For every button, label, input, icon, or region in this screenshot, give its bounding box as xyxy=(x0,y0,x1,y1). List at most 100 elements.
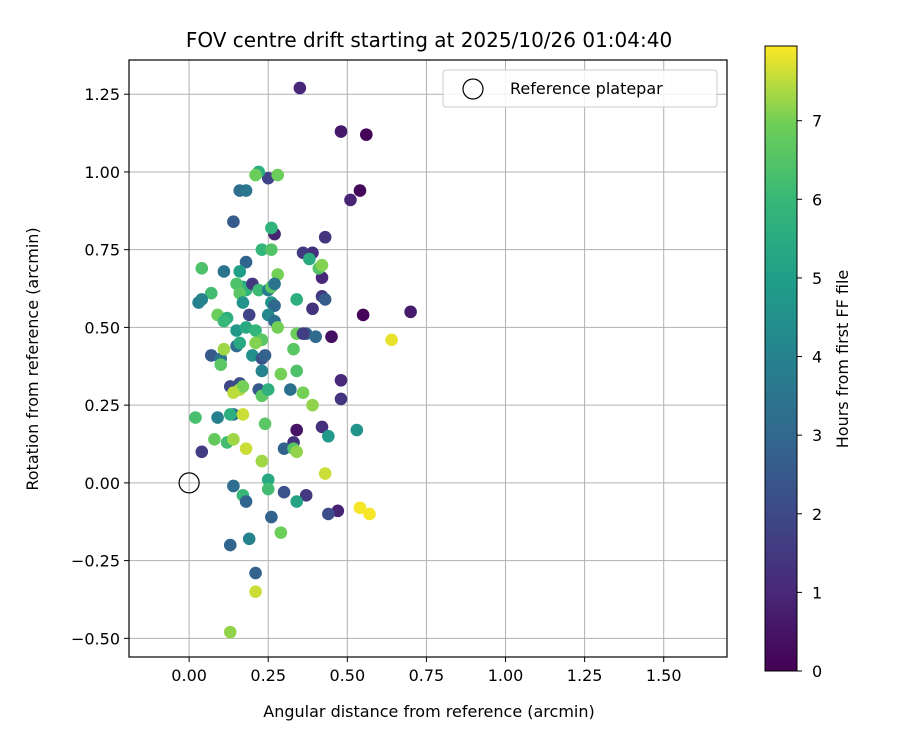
scatter-point xyxy=(195,293,209,306)
colorbar-label: Hours from first FF file xyxy=(833,270,852,449)
scatter-point xyxy=(223,625,237,639)
scatter-point xyxy=(271,168,285,182)
y-tick-label: −0.25 xyxy=(71,552,120,571)
x-tick-label: 0.75 xyxy=(409,666,445,685)
scatter-point xyxy=(204,349,218,362)
y-tick-label: 0.75 xyxy=(84,241,120,260)
scatter-point xyxy=(265,221,278,235)
scatter-point xyxy=(315,258,329,272)
scatter-point xyxy=(242,532,256,546)
scatter-point xyxy=(404,305,417,319)
y-tick-label: 0.50 xyxy=(84,318,120,337)
scatter-point xyxy=(265,510,278,524)
scatter-point xyxy=(255,364,269,378)
scatter-point xyxy=(353,184,367,197)
scatter-point xyxy=(258,349,272,362)
scatter-point xyxy=(211,411,224,424)
scatter-point xyxy=(268,277,281,291)
y-tick-label: 1.25 xyxy=(84,85,120,104)
scatter-point xyxy=(230,324,243,337)
scatter-point xyxy=(290,364,303,378)
x-tick-label: 1.00 xyxy=(488,666,524,685)
scatter-point xyxy=(252,283,266,297)
legend-entry-reference: Reference platepar xyxy=(510,79,663,98)
scatter-point xyxy=(290,293,303,306)
scatter-point xyxy=(189,411,202,424)
x-tick-label: 0.00 xyxy=(171,666,207,685)
x-tick-label: 1.50 xyxy=(646,666,682,685)
colorbar-tick-label: 1 xyxy=(812,583,822,602)
scatter-point xyxy=(227,386,240,400)
y-tick-label: −0.50 xyxy=(71,629,120,648)
y-tick-label: 0.00 xyxy=(84,474,120,493)
scatter-point xyxy=(322,507,335,521)
colorbar-tick-label: 0 xyxy=(812,662,822,681)
colorbar-ticks: 0 1 2 3 4 5 6 7 xyxy=(797,112,822,681)
colorbar-tick-label: 5 xyxy=(812,269,822,288)
scatter-point xyxy=(306,302,319,316)
colorbar-tick-label: 2 xyxy=(812,505,822,524)
scatter-point xyxy=(290,423,303,437)
scatter-point xyxy=(239,184,253,197)
scatter-point xyxy=(204,286,218,300)
scatter-point xyxy=(299,489,313,502)
scatter-point xyxy=(239,255,253,269)
scatter-point xyxy=(249,336,262,350)
reference-marker-layer xyxy=(178,472,200,494)
scatter-point xyxy=(331,504,345,518)
scatter-point xyxy=(284,383,297,396)
scatter-point xyxy=(318,230,332,244)
scatter-point xyxy=(233,265,247,278)
scatter-point xyxy=(334,125,348,138)
scatter-point xyxy=(290,445,303,459)
scatter-point xyxy=(239,321,253,334)
colorbar-tick-label: 4 xyxy=(812,348,822,367)
scatter-point xyxy=(236,296,250,309)
colorbar-tick-label: 3 xyxy=(812,426,822,445)
scatter-point xyxy=(360,128,373,141)
scatter-point xyxy=(318,467,332,480)
x-tick-label: 1.25 xyxy=(567,666,603,685)
scatter-point xyxy=(261,482,275,496)
scatter-point xyxy=(227,433,240,446)
scatter-point xyxy=(287,342,300,356)
scatter-point xyxy=(296,386,310,400)
scatter-point xyxy=(334,392,348,406)
scatter-point xyxy=(255,243,269,256)
scatter-point xyxy=(261,383,275,396)
x-tick-label: 0.50 xyxy=(330,666,366,685)
scatter-point xyxy=(363,507,376,521)
scatter-point xyxy=(239,495,253,508)
colorbar-tick-label: 7 xyxy=(812,112,822,131)
grid xyxy=(129,60,727,657)
scatter-point xyxy=(195,445,209,459)
scatter-point xyxy=(242,308,256,322)
scatter-point xyxy=(217,265,231,278)
x-axis-ticks: 0.00 0.25 0.50 0.75 1.00 1.25 1.50 xyxy=(171,657,682,685)
scatter-point xyxy=(239,442,253,455)
scatter-point xyxy=(277,485,291,499)
scatter-point xyxy=(217,342,231,356)
scatter-point xyxy=(223,538,237,552)
scatter-point xyxy=(249,324,262,337)
scatter-point xyxy=(258,417,272,431)
scatter-point xyxy=(255,454,269,468)
scatter-point xyxy=(246,349,259,362)
scatter-point xyxy=(293,81,307,95)
scatter-point xyxy=(261,171,275,185)
legend-reference-marker xyxy=(462,78,484,100)
scatter-point xyxy=(227,479,240,493)
y-tick-label: 0.25 xyxy=(84,396,120,415)
scatter-point xyxy=(265,243,278,256)
scatter-point xyxy=(249,566,262,580)
scatter-point xyxy=(233,336,247,350)
scatter-point xyxy=(268,299,281,312)
scatter-point xyxy=(318,293,332,306)
scatter-point xyxy=(217,314,231,328)
scatter-point xyxy=(249,585,262,599)
plot-frame xyxy=(128,59,728,658)
reference-platepar-marker xyxy=(178,472,200,494)
scatter-points xyxy=(189,81,417,639)
scatter-point xyxy=(334,373,348,387)
